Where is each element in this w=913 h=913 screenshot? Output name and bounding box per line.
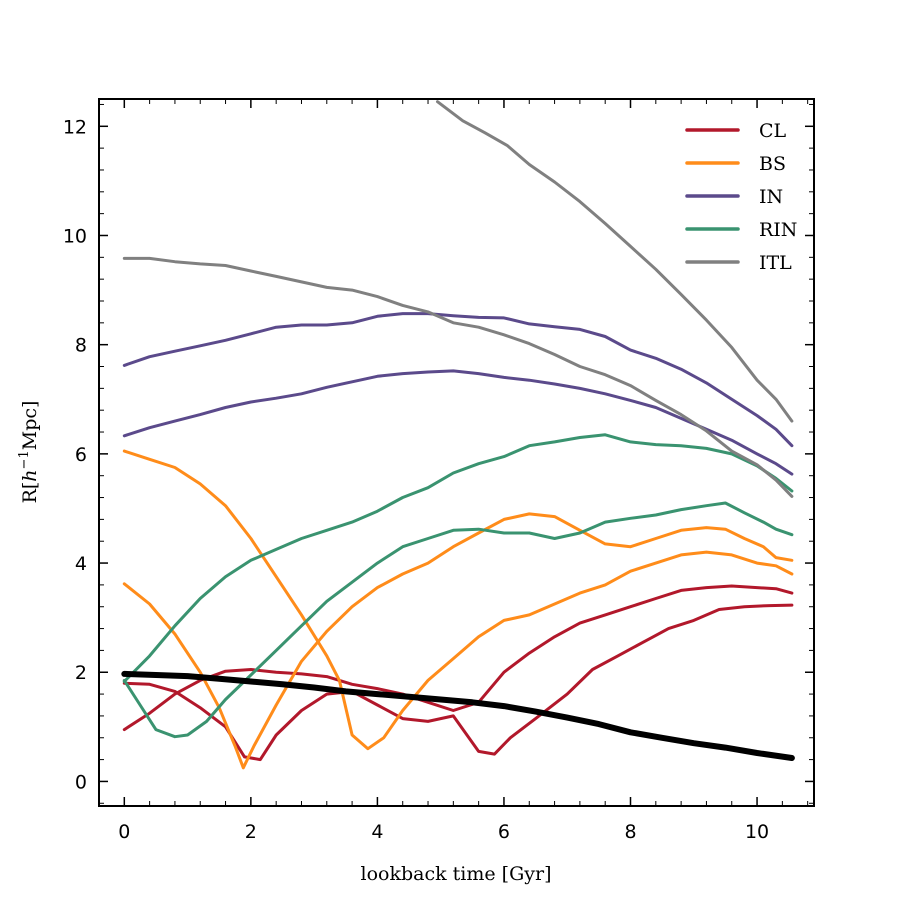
plot-frame	[98, 98, 815, 807]
legend-label: IN	[759, 186, 783, 208]
x-axis-label: lookback time [Gyr]	[361, 863, 552, 885]
y-tick-label: 4	[75, 553, 87, 575]
x-tick-label: 2	[245, 821, 257, 843]
legend-label: RIN	[759, 219, 797, 241]
legend: CL BS IN RIN ITL	[685, 120, 797, 274]
series-line-rin	[122, 433, 794, 683]
x-tick-label: 0	[118, 821, 130, 843]
series-line-cl	[122, 603, 794, 762]
series-line-rin	[122, 501, 794, 739]
y-tick-label: 8	[75, 335, 87, 357]
y-tick-label: 0	[75, 771, 87, 793]
y-tick-label: 12	[63, 116, 87, 138]
y-axis-label: R[h−1Mpc]	[17, 401, 41, 504]
legend-label: CL	[759, 120, 787, 142]
series-line-cl	[122, 584, 794, 732]
legend-label: BS	[759, 153, 786, 175]
tick-labels: 0 2 4 6 8 10 0 2 4 6 8 10 12	[63, 116, 769, 843]
y-tick-label: 6	[75, 444, 87, 466]
series-line-itl	[436, 100, 794, 423]
y-tick-label: 10	[63, 225, 87, 247]
series-line-itl	[122, 256, 794, 498]
x-tick-label: 4	[371, 821, 383, 843]
legend-label: ITL	[759, 252, 792, 274]
series-line-bs	[122, 512, 794, 770]
series-layer	[121, 100, 795, 770]
x-tick-label: 10	[745, 821, 769, 843]
series-line-median	[121, 670, 795, 761]
y-tick-label: 2	[75, 662, 87, 684]
x-tick-label: 8	[624, 821, 636, 843]
x-tick-label: 6	[498, 821, 510, 843]
series-line-bs	[122, 449, 794, 751]
series-line-in	[122, 312, 794, 448]
